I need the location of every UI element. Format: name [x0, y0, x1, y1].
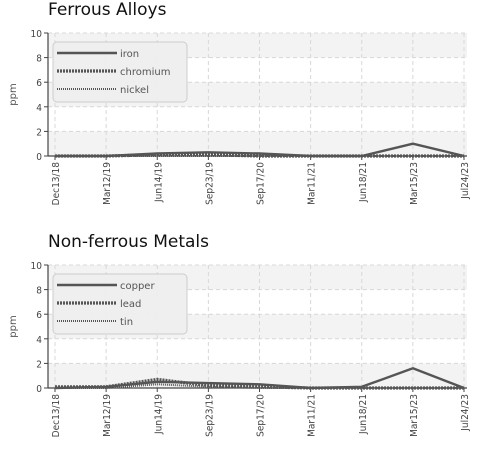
legend-box	[52, 273, 188, 335]
y-tick-label: 4	[36, 103, 42, 114]
y-tick-label: 8	[36, 286, 42, 297]
legend-label: copper	[120, 281, 155, 292]
x-tick-label: Mar12/19	[102, 394, 113, 437]
chart-title: Non-ferrous Metals	[48, 232, 210, 252]
x-tick-label: Mar11/21	[307, 162, 318, 205]
legend-label: nickel	[120, 85, 149, 96]
chart-plot-non-ferrous: 0 2 4 6 8 10 Dec13/18 Mar12/19 Jun14/19 Sep23/19 S…	[8, 261, 471, 438]
x-tick-label: Dec13/18	[51, 394, 62, 438]
x-tick-label: Jun18/21	[358, 394, 369, 435]
y-tick-label: 10	[31, 29, 43, 40]
y-tick-label: 10	[31, 261, 43, 272]
y-tick-label: 6	[36, 310, 42, 321]
x-tick-label: Dec13/18	[51, 162, 62, 206]
x-tick-label: Jul24/23	[460, 162, 471, 200]
chart-plot-ferrous: 0 2 4 6 8 10 Dec13/18 Mar12/19 Jun14/19 Sep23/19 S…	[8, 29, 471, 206]
series-line-lead	[55, 377, 464, 390]
x-tick-label: Jun18/21	[358, 162, 369, 203]
legend-label: iron	[120, 49, 139, 60]
legend-label: chromium	[120, 67, 170, 78]
x-tick-label: Sep23/19	[204, 162, 215, 205]
legend-label: tin	[120, 317, 133, 328]
grid-band	[48, 131, 467, 156]
series-line-chromium	[55, 153, 464, 158]
y-tick-label: 2	[36, 359, 42, 370]
legend-box	[52, 41, 188, 103]
x-tick-label: Sep17/20	[256, 394, 267, 437]
y-tick-label: 6	[36, 78, 42, 89]
x-tick-label: Jul24/23	[460, 394, 471, 432]
x-tick-label: Mar15/23	[409, 394, 420, 437]
x-tick-label: Mar11/21	[307, 394, 318, 437]
y-tick-label: 4	[36, 335, 42, 346]
y-axis-title: ppm	[8, 315, 19, 337]
chart-title: Ferrous Alloys	[48, 0, 167, 20]
y-tick-label: 2	[36, 127, 42, 138]
x-tick-label: Sep17/20	[256, 162, 267, 205]
x-tick-label: Jun14/19	[153, 394, 164, 435]
x-tick-label: Jun14/19	[153, 162, 164, 203]
y-tick-label: 0	[36, 152, 42, 163]
series-line-copper	[54, 367, 465, 390]
y-tick-label: 0	[36, 384, 42, 395]
y-axis-title: ppm	[8, 83, 19, 105]
x-tick-label: Mar15/23	[409, 162, 420, 205]
y-tick-label: 8	[36, 54, 42, 65]
series-line-iron	[55, 142, 465, 158]
x-tick-label: Mar12/19	[102, 162, 113, 205]
legend-label: lead	[120, 299, 141, 310]
x-tick-label: Sep23/19	[204, 394, 215, 437]
